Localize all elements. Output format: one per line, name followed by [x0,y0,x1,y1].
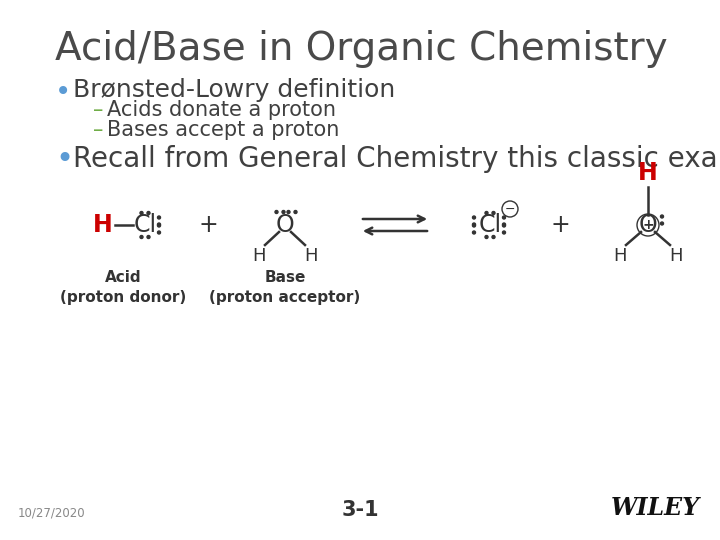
Circle shape [660,215,664,218]
Circle shape [485,235,488,239]
Text: H: H [613,247,626,265]
Text: Brønsted-Lowry definition: Brønsted-Lowry definition [73,78,395,102]
Circle shape [158,216,161,219]
Text: Base
(proton acceptor): Base (proton acceptor) [210,270,361,305]
Text: H: H [670,247,683,265]
Text: Cl: Cl [133,213,156,237]
Text: Acid
(proton donor): Acid (proton donor) [60,270,186,305]
Text: +: + [198,213,218,237]
Circle shape [140,235,143,239]
Circle shape [147,212,150,214]
Text: O: O [639,213,657,237]
Text: −: − [505,202,516,215]
Circle shape [503,223,505,226]
Circle shape [158,224,161,227]
Text: Acid/Base in Organic Chemistry: Acid/Base in Organic Chemistry [55,30,667,68]
Text: 10/27/2020: 10/27/2020 [18,507,86,520]
Circle shape [158,231,161,234]
Text: +: + [642,218,654,232]
Circle shape [472,216,475,219]
Text: H: H [638,161,658,185]
Circle shape [147,235,150,239]
Circle shape [503,216,505,219]
Text: O: O [276,213,294,237]
Text: –: – [93,100,104,120]
Circle shape [492,235,495,239]
Circle shape [660,222,664,225]
Text: –: – [93,120,104,140]
Circle shape [503,224,505,227]
Text: Acids donate a proton: Acids donate a proton [107,100,336,120]
Text: Recall from General Chemistry this classic example: Recall from General Chemistry this class… [73,145,720,173]
Circle shape [140,212,143,214]
Circle shape [287,211,290,213]
Text: •: • [55,145,73,174]
Circle shape [158,223,161,226]
Text: H: H [305,247,318,265]
Circle shape [275,211,278,213]
Text: 3-1: 3-1 [341,500,379,520]
Circle shape [472,224,475,227]
Circle shape [503,231,505,234]
Circle shape [472,231,475,234]
Text: H: H [252,247,266,265]
Text: WILEY: WILEY [611,496,700,520]
Text: +: + [550,213,570,237]
Circle shape [294,211,297,213]
Text: H: H [94,213,113,237]
Text: Bases accept a proton: Bases accept a proton [107,120,339,140]
Circle shape [492,212,495,214]
Circle shape [485,212,488,214]
Text: •: • [55,78,71,106]
Circle shape [282,211,285,213]
Circle shape [472,223,475,226]
Text: Cl: Cl [478,213,502,237]
